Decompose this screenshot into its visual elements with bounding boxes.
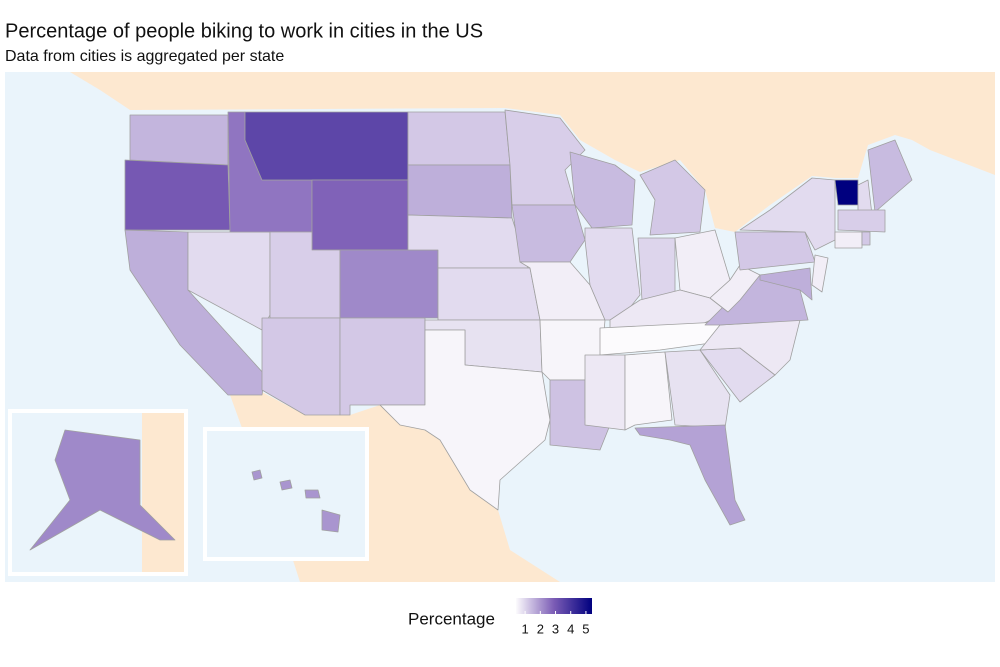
colorbar xyxy=(516,598,592,614)
state xyxy=(811,254,829,293)
state xyxy=(339,317,426,416)
state xyxy=(639,159,706,236)
legend-tick-label: 4 xyxy=(567,621,574,636)
state xyxy=(407,111,511,166)
legend-tick-label: 2 xyxy=(537,621,544,636)
state xyxy=(834,179,859,206)
state xyxy=(867,139,913,213)
legend-tick-label: 3 xyxy=(552,621,559,636)
state xyxy=(244,111,409,181)
canada-inset xyxy=(142,413,184,572)
state xyxy=(861,231,871,246)
state xyxy=(504,109,586,206)
legend-tick-label: 5 xyxy=(582,621,589,636)
state xyxy=(834,231,863,249)
state xyxy=(624,351,673,431)
state xyxy=(634,424,746,526)
states xyxy=(124,109,913,526)
state xyxy=(637,237,676,301)
state xyxy=(129,114,229,166)
state xyxy=(407,164,513,219)
state xyxy=(584,354,626,431)
chart-subtitle: Data from cities is aggregated per state xyxy=(5,48,284,65)
legend-tick-label: 1 xyxy=(522,621,529,636)
canada xyxy=(70,72,995,232)
inset-states xyxy=(29,429,341,551)
state xyxy=(379,329,551,511)
state xyxy=(261,317,341,416)
state xyxy=(599,321,721,356)
state xyxy=(311,179,409,251)
state xyxy=(569,151,636,229)
state xyxy=(739,177,836,251)
state xyxy=(664,349,731,429)
legend-title: Percentage xyxy=(408,609,495,628)
state xyxy=(251,469,341,533)
chart-title: Percentage of people biking to work in c… xyxy=(5,20,483,42)
state xyxy=(437,267,541,321)
state xyxy=(759,267,813,301)
state xyxy=(837,209,886,233)
state xyxy=(339,249,439,319)
state xyxy=(511,204,586,263)
hawaii-inset xyxy=(203,427,369,561)
state xyxy=(124,159,231,231)
state xyxy=(29,429,176,551)
